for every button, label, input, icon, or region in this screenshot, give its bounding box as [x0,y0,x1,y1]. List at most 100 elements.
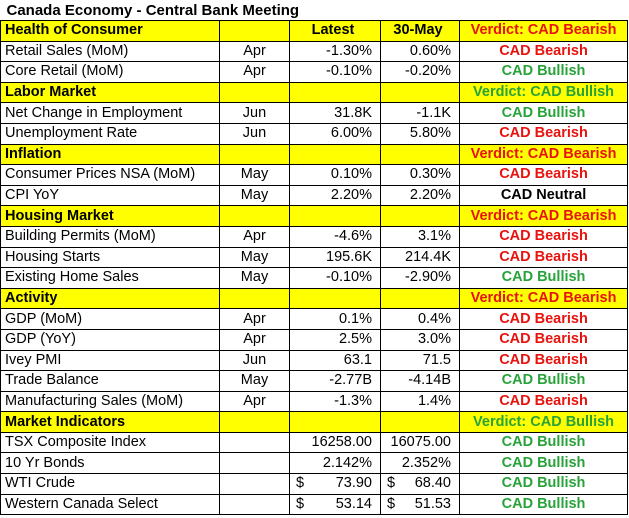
prev-value[interactable]: 0.30% [380,164,460,186]
period-cell[interactable]: Jun [219,122,290,145]
latest-header[interactable]: Latest [289,20,381,42]
latest-value[interactable]: 195.6K [289,246,381,269]
latest-header[interactable] [289,143,381,166]
prev-value[interactable]: -4.14B [380,370,460,392]
indicator-label[interactable]: Housing Starts [0,246,220,269]
latest-value[interactable]: -1.30% [289,40,381,63]
period-cell[interactable]: Apr [219,225,290,248]
section-title[interactable]: Inflation [0,143,220,166]
period-cell[interactable] [219,493,290,516]
signal-cell[interactable]: CAD Bearish [458,225,629,248]
period-cell[interactable]: Jun [219,102,290,124]
signal-cell[interactable]: CAD Bullish [458,452,629,475]
section-period-cell[interactable] [219,81,290,104]
period-cell[interactable] [219,431,290,454]
signal-cell[interactable]: CAD Bullish [458,473,629,495]
indicator-label[interactable]: CPI YoY [0,184,220,207]
indicator-label[interactable]: TSX Composite Index [0,431,220,454]
indicator-label[interactable]: Trade Balance [0,370,220,392]
prev-value[interactable]: 16075.00 [380,431,460,454]
latest-value[interactable]: 63.1 [289,349,381,372]
indicator-label[interactable]: Unemployment Rate [0,122,220,145]
signal-cell[interactable]: CAD Bearish [458,122,629,145]
prev-header[interactable] [380,205,460,227]
prev-header[interactable] [380,81,460,104]
prev-value[interactable]: 71.5 [380,349,460,372]
prev-value[interactable]: -0.20% [380,61,460,83]
prev-header[interactable] [380,287,460,310]
signal-cell[interactable]: CAD Bearish [458,164,629,186]
signal-cell[interactable]: CAD Bullish [458,267,629,289]
section-verdict[interactable]: Verdict: CAD Bullish [458,81,629,104]
section-title[interactable]: Labor Market [0,81,220,104]
period-cell[interactable] [219,473,290,495]
latest-value[interactable]: -4.6% [289,225,381,248]
section-period-cell[interactable] [219,287,290,310]
indicator-label[interactable]: 10 Yr Bonds [0,452,220,475]
indicator-label[interactable]: Western Canada Select [0,493,220,516]
signal-cell[interactable]: CAD Bearish [458,328,629,351]
prev-value[interactable]: $68.40 [380,473,460,495]
section-title[interactable]: Health of Consumer [0,20,220,42]
signal-cell[interactable]: CAD Bullish [458,102,629,124]
signal-cell[interactable]: CAD Bearish [458,40,629,63]
latest-value[interactable]: 0.10% [289,164,381,186]
indicator-label[interactable]: GDP (MoM) [0,308,220,330]
period-cell[interactable]: Apr [219,40,290,63]
period-cell[interactable]: Apr [219,328,290,351]
period-cell[interactable]: Jun [219,349,290,372]
latest-value[interactable]: 2.20% [289,184,381,207]
indicator-label[interactable]: Retail Sales (MoM) [0,40,220,63]
indicator-label[interactable]: Consumer Prices NSA (MoM) [0,164,220,186]
prev-value[interactable]: 1.4% [380,390,460,413]
signal-cell[interactable]: CAD Bearish [458,308,629,330]
latest-header[interactable] [289,411,381,433]
period-cell[interactable]: Apr [219,308,290,330]
prev-value[interactable]: -2.90% [380,267,460,289]
prev-value[interactable]: -1.1K [380,102,460,124]
prev-header[interactable] [380,411,460,433]
prev-value[interactable]: 5.80% [380,122,460,145]
latest-header[interactable] [289,287,381,310]
prev-header[interactable] [380,143,460,166]
indicator-label[interactable]: Ivey PMI [0,349,220,372]
signal-cell[interactable]: CAD Bearish [458,246,629,269]
latest-value[interactable]: $73.90 [289,473,381,495]
period-cell[interactable]: May [219,370,290,392]
prev-value[interactable]: 214.4K [380,246,460,269]
period-cell[interactable] [219,452,290,475]
period-cell[interactable]: May [219,246,290,269]
prev-value[interactable]: 3.1% [380,225,460,248]
prev-value[interactable]: 0.4% [380,308,460,330]
latest-value[interactable]: 2.142% [289,452,381,475]
section-title[interactable]: Market Indicators [0,411,220,433]
section-verdict[interactable]: Verdict: CAD Bearish [458,205,629,227]
signal-cell[interactable]: CAD Bullish [458,61,629,83]
prev-value[interactable]: 2.352% [380,452,460,475]
section-verdict[interactable]: Verdict: CAD Bearish [458,287,629,310]
signal-cell[interactable]: CAD Bullish [458,370,629,392]
latest-value[interactable]: $53.14 [289,493,381,516]
latest-value[interactable]: 16258.00 [289,431,381,454]
indicator-label[interactable]: GDP (YoY) [0,328,220,351]
latest-value[interactable]: -0.10% [289,267,381,289]
latest-value[interactable]: 31.8K [289,102,381,124]
prev-value[interactable]: 3.0% [380,328,460,351]
section-verdict[interactable]: Verdict: CAD Bullish [458,411,629,433]
indicator-label[interactable]: WTI Crude [0,473,220,495]
indicator-label[interactable]: Manufacturing Sales (MoM) [0,390,220,413]
indicator-label[interactable]: Building Permits (MoM) [0,225,220,248]
section-period-cell[interactable] [219,411,290,433]
latest-value[interactable]: -1.3% [289,390,381,413]
signal-cell[interactable]: CAD Bearish [458,349,629,372]
prev-header[interactable]: 30-May [380,20,460,42]
period-cell[interactable]: Apr [219,390,290,413]
indicator-label[interactable]: Existing Home Sales [0,267,220,289]
latest-value[interactable]: -0.10% [289,61,381,83]
signal-cell[interactable]: CAD Bullish [458,493,629,516]
signal-cell[interactable]: CAD Bearish [458,390,629,413]
prev-value[interactable]: 2.20% [380,184,460,207]
prev-value[interactable]: $51.53 [380,493,460,516]
latest-value[interactable]: 6.00% [289,122,381,145]
indicator-label[interactable]: Core Retail (MoM) [0,61,220,83]
